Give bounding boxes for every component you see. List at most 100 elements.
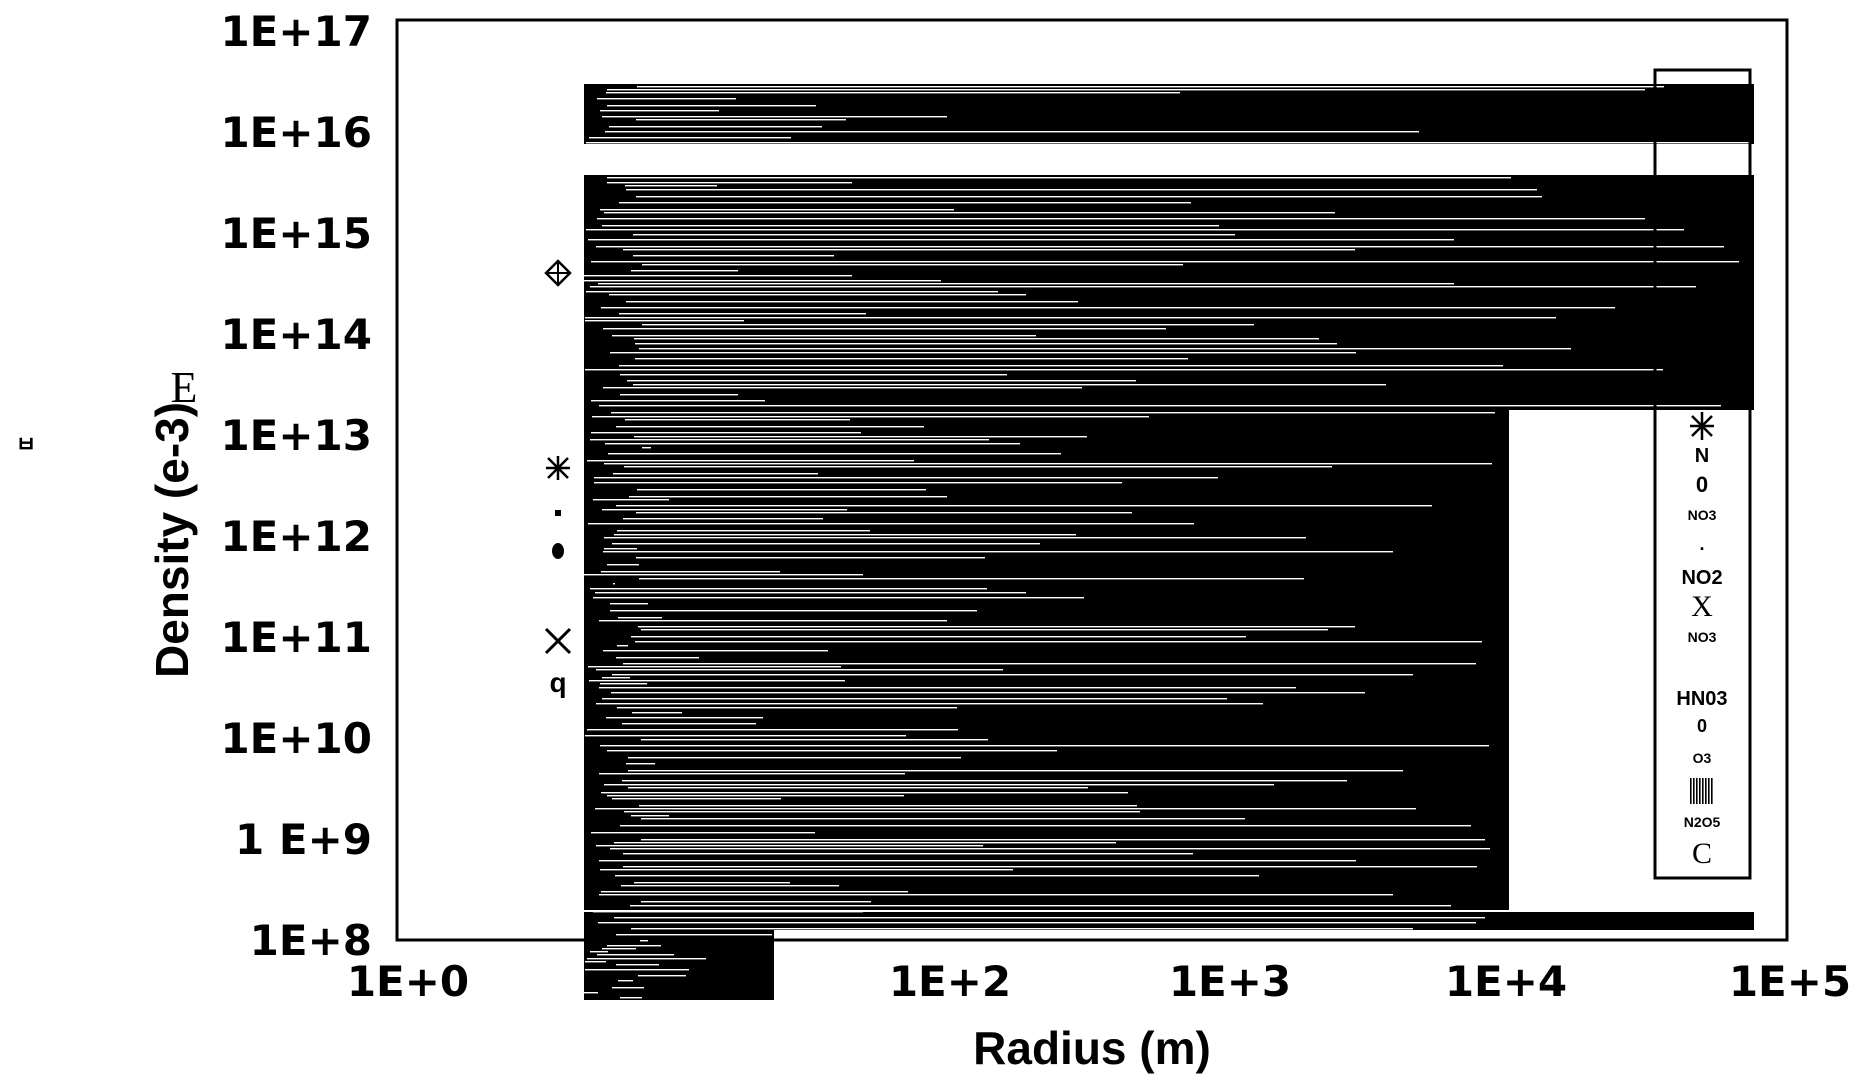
data-line-gap [641,818,1245,820]
data-line-gap [613,583,615,585]
legend-hatch-mark [1696,778,1698,804]
data-line-block-upper [584,84,1754,144]
data-line-gap [617,645,628,647]
data-line-gap [624,466,1332,468]
data-line-gap [596,703,1263,705]
data-line-gap [585,320,744,322]
data-line-gap [639,578,1304,580]
data-line-gap [591,261,1739,263]
data-line-gap [597,98,736,100]
data-line-gap [597,218,1645,220]
legend-hatch-mark [1711,778,1713,804]
data-line-gap [598,283,1454,285]
legend-label: NO2 [1681,567,1722,589]
data-line-gap [608,453,1061,455]
data-line-gap [607,182,852,184]
data-line-gap [628,787,1088,789]
data-line-gap [612,798,781,800]
data-line-gap [598,922,1476,924]
data-line-block-bottom [584,912,1754,930]
x-tick-label: 1E+5 [1729,957,1851,1006]
data-line-gap [587,729,958,731]
legend-label: 0 [1696,472,1708,497]
data-line-gap [621,885,839,887]
data-line-gap [605,131,1419,133]
data-line-gap [616,934,772,936]
data-line-gap [609,126,822,128]
data-line-gap [617,707,957,709]
data-line-gap [595,808,1416,810]
data-line-gap [592,416,1149,418]
data-line-gap [640,940,648,942]
data-line-gap [584,992,598,994]
data-line-gap [626,301,1078,303]
data-line-gap [601,891,908,893]
data-line-gap [604,784,1274,786]
data-line-gap [612,987,644,989]
data-band [584,84,1754,1000]
data-line-gap [596,669,1003,671]
y-tick-label: 1E+10 [220,714,372,763]
legend-label: NO3 [1688,629,1717,645]
data-line-block-mid [584,175,1754,410]
data-line-gap [600,869,1013,871]
legend-label: O3 [1693,750,1712,766]
data-line-gap [625,185,717,187]
x-tick-label: 1E+3 [1169,957,1291,1006]
data-line-gap [623,853,1193,855]
stray-label-q: q [549,667,566,698]
data-line-gap [593,499,669,501]
stray-label-e: E [171,363,198,412]
data-line-gap [607,564,639,566]
data-line-gap [604,463,1492,465]
data-line-gap [613,473,818,475]
data-line-gap [594,482,1122,484]
data-line-gap [607,795,904,797]
data-line-gap [606,717,763,719]
data-line-gap [601,307,1615,309]
data-line-gap [637,489,926,491]
x-tick-labels: 1E+0 1E+2 1E+3 1E+4 1E+5 [347,957,1851,1006]
data-line-gap [616,657,699,659]
data-line-gap [641,901,871,903]
data-line-gap [641,839,1485,841]
data-line-gap [603,387,1082,389]
data-line-gap [639,805,1137,807]
data-line-gap [634,436,1087,438]
legend-label: X [1691,590,1713,623]
data-line-gap [612,335,1036,337]
data-line-gap [585,961,606,963]
legend-label: N [1695,445,1709,467]
data-line-gap [590,588,987,590]
data-line-gap [634,338,1319,340]
data-line-gap [607,945,661,947]
data-line-gap [636,119,846,121]
data-line-gap [641,739,988,741]
data-line-gap [616,964,659,966]
data-line-gap [619,365,1503,367]
data-line-gap [586,142,1751,144]
data-line-gap [601,571,780,573]
dot-marker [555,510,561,516]
data-line-gap [638,626,1355,628]
data-line-gap [620,997,642,999]
legend-label: . [1699,534,1704,554]
x-marker [544,627,572,655]
data-line-gap [628,770,1403,772]
data-line-gap [642,264,1183,266]
data-line-gap [585,369,1663,371]
data-line-gap [589,680,845,682]
legend-label: HN03 [1676,688,1727,710]
data-line-gap [596,845,983,847]
data-line-gap [602,225,1219,227]
data-line-gap [614,842,1116,844]
legend-label: N2O5 [1684,814,1721,830]
plot-frame [395,18,1789,942]
data-line-gap [609,294,1026,296]
data-line-gap [623,249,1355,251]
y-tick-label: 1E+15 [220,209,372,258]
data-line-gap [610,352,1356,354]
data-line-gap [588,666,841,668]
data-line-gap [626,189,1537,191]
